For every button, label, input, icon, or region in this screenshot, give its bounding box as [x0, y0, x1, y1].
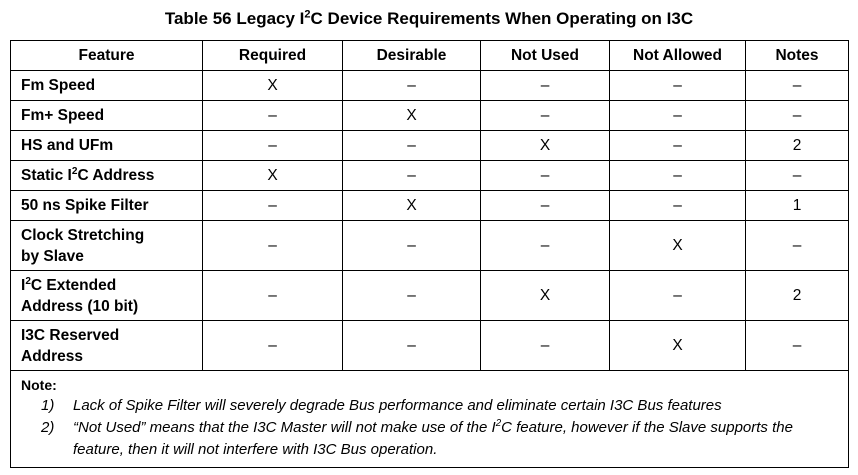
required-cell: –: [202, 190, 343, 221]
note-text-sup: 2: [495, 418, 502, 429]
feature-text-sup: 2: [71, 165, 78, 177]
feature-line-2: by Slave: [21, 247, 84, 265]
not-used-cell: X: [480, 130, 610, 161]
desirable-cell: –: [342, 160, 481, 191]
feature-line-2: Address (10 bit): [21, 297, 139, 315]
notes-cell: –: [745, 100, 849, 131]
notes-cell: 1: [745, 190, 849, 221]
notes-cell: –: [745, 70, 849, 101]
required-cell: –: [202, 270, 343, 321]
required-cell: –: [202, 100, 343, 131]
note-heading: Note:: [21, 377, 57, 393]
note-item: 1) Lack of Spike Filter will severely de…: [21, 395, 838, 417]
column-header-feature: Feature: [10, 40, 203, 71]
feature-cell: Clock Stretching by Slave: [10, 220, 203, 271]
not-allowed-cell: –: [609, 270, 746, 321]
table-notes-row: Note: 1) Lack of Spike Filter will sever…: [10, 370, 849, 468]
desirable-cell: X: [342, 190, 481, 221]
feature-cell: Static I2C Address: [10, 160, 203, 191]
note-text: Lack of Spike Filter will severely degra…: [73, 397, 722, 414]
feature-text-sup: 2: [25, 275, 31, 287]
required-cell: X: [202, 70, 343, 101]
note-number: 2): [41, 419, 55, 436]
table-row: Fm+ Speed – X – – –: [10, 100, 849, 131]
column-header-not-used: Not Used: [480, 40, 610, 71]
feature-cell: HS and UFm: [10, 130, 203, 161]
not-allowed-cell: X: [609, 220, 746, 271]
desirable-cell: –: [342, 270, 481, 321]
feature-line-1: I3C Reserved: [21, 326, 120, 344]
feature-text-suffix: C Extended: [30, 276, 117, 294]
desirable-cell: –: [342, 70, 481, 101]
column-header-notes: Notes: [745, 40, 849, 71]
table-row: HS and UFm – – X – 2: [10, 130, 849, 161]
not-allowed-cell: –: [609, 160, 746, 191]
not-allowed-cell: –: [609, 100, 746, 131]
table-title-sup: 2: [304, 8, 311, 21]
note-text-suffix: C feature, however if the Slave supports…: [73, 419, 793, 458]
feature-line-1: Clock Stretching: [21, 226, 145, 244]
not-used-cell: X: [480, 270, 610, 321]
desirable-cell: –: [342, 130, 481, 161]
notes-cell: –: [745, 160, 849, 191]
feature-cell: I2C Extended Address (10 bit): [10, 270, 203, 321]
notes-cell: –: [745, 220, 849, 271]
not-allowed-cell: –: [609, 190, 746, 221]
table-title-prefix: Table 56 Legacy I: [164, 9, 305, 28]
note-item: 2) “Not Used” means that the I3C Master …: [21, 417, 838, 461]
feature-text-suffix: C Address: [77, 167, 155, 184]
desirable-cell: –: [342, 220, 481, 271]
notes-section: Note: 1) Lack of Spike Filter will sever…: [10, 370, 849, 468]
column-header-desirable: Desirable: [342, 40, 481, 71]
feature-cell: I3C Reserved Address: [10, 320, 203, 371]
not-used-cell: –: [480, 70, 610, 101]
table-row: Fm Speed X – – – –: [10, 70, 849, 101]
feature-line-2: Address: [21, 347, 84, 365]
desirable-cell: –: [342, 320, 481, 371]
required-cell: X: [202, 160, 343, 191]
table-title-suffix: C Device Requirements When Operating on …: [310, 9, 694, 28]
table-row: I2C Extended Address (10 bit) – – X – 2: [10, 270, 849, 321]
notes-cell: 2: [745, 130, 849, 161]
table-row: Clock Stretching by Slave – – – X –: [10, 220, 849, 271]
feature-line-1: I2C Extended: [21, 275, 202, 296]
feature-cell: 50 ns Spike Filter: [10, 190, 203, 221]
desirable-cell: X: [342, 100, 481, 131]
column-header-required: Required: [202, 40, 343, 71]
table-title: Table 56 Legacy I2C Device Requirements …: [0, 8, 858, 30]
note-number: 1): [41, 397, 55, 414]
not-allowed-cell: –: [609, 70, 746, 101]
feature-text-prefix: Static I: [21, 167, 72, 184]
note-text: “Not Used” means that the I3C Master wil…: [73, 417, 838, 461]
required-cell: –: [202, 220, 343, 271]
not-used-cell: –: [480, 100, 610, 131]
required-cell: –: [202, 130, 343, 161]
not-used-cell: –: [480, 220, 610, 271]
not-allowed-cell: –: [609, 130, 746, 161]
not-used-cell: –: [480, 190, 610, 221]
table-row: 50 ns Spike Filter – X – – 1: [10, 190, 849, 221]
note-text-prefix: “Not Used” means that the I3C Master wil…: [73, 419, 496, 436]
notes-cell: –: [745, 320, 849, 371]
notes-cell: 2: [745, 270, 849, 321]
table-row: I3C Reserved Address – – – X –: [10, 320, 849, 371]
feature-cell: Fm+ Speed: [10, 100, 203, 131]
table-header-row: Feature Required Desirable Not Used Not …: [10, 40, 849, 71]
not-used-cell: –: [480, 320, 610, 371]
feature-cell: Fm Speed: [10, 70, 203, 101]
table-row: Static I2C Address X – – – –: [10, 160, 849, 191]
feature-text-prefix: I: [21, 276, 26, 294]
required-cell: –: [202, 320, 343, 371]
not-allowed-cell: X: [609, 320, 746, 371]
not-used-cell: –: [480, 160, 610, 191]
requirements-table: Feature Required Desirable Not Used Not …: [10, 40, 849, 468]
column-header-not-allowed: Not Allowed: [609, 40, 746, 71]
